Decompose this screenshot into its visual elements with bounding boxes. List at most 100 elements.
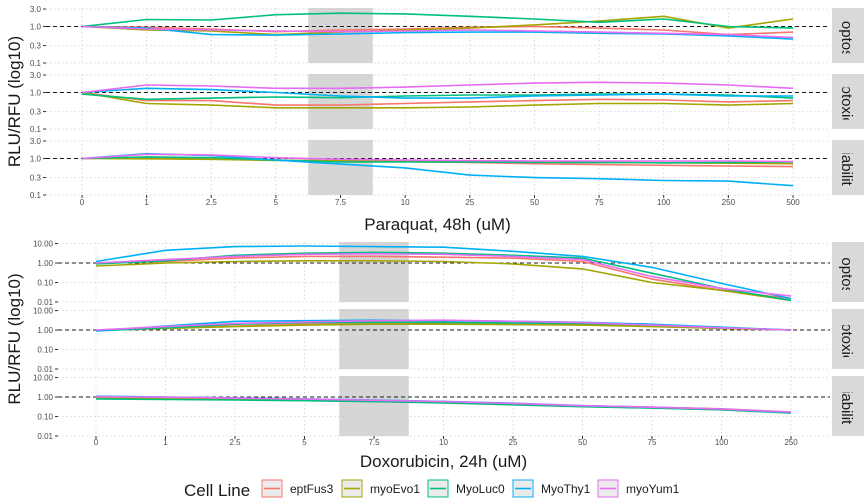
x-tick-label: 250: [784, 438, 798, 447]
y-axis-title: RLU/RFU (log10): [5, 273, 24, 404]
y-tick-label: 10.00: [33, 307, 54, 316]
x-tick-label: 2.5: [229, 438, 241, 447]
series-line-myoyum1: [81, 25, 794, 39]
x-tick-label: 7.5: [335, 198, 347, 207]
strip-label: Viability: [838, 380, 855, 432]
y-tick-label: 10.00: [33, 374, 54, 383]
x-axis-title: Doxorubicin, 24h (uM): [360, 452, 527, 471]
y-tick-label: 0.1: [30, 59, 42, 68]
series-line-myoyum1: [95, 319, 792, 331]
x-tick-label: 100: [657, 198, 671, 207]
legend-label: myoYum1: [626, 482, 680, 496]
panel-apoptosis: 0.1 0.3 1.0 3.0 Apoptosis: [30, 3, 864, 69]
series-line-myothy1: [95, 245, 792, 300]
strip-label: Cytotoxicity: [838, 301, 855, 378]
series-line-myoluc0: [81, 12, 794, 29]
legend-label: MyoThy1: [541, 482, 591, 496]
x-tick-label: 0: [94, 438, 99, 447]
y-tick-label: 0.01: [37, 298, 53, 307]
y-tick-label: 0.10: [37, 413, 53, 422]
legend-entry-myoevo1: myoEvo1: [341, 479, 420, 498]
y-tick-label: 0.1: [30, 191, 42, 200]
y-tick-label: 0.3: [30, 42, 42, 51]
series-line-myoevo1: [95, 259, 792, 302]
series-line-myoluc0: [81, 156, 794, 164]
y-tick-label: 0.10: [37, 279, 53, 288]
strip-background: [832, 74, 864, 129]
panel-viability: 0.1 0.3 1.0 3.0 Viability: [30, 137, 864, 200]
y-tick-label: 3.0: [30, 5, 42, 14]
legend-label: eptFus3: [290, 482, 334, 496]
y-tick-label: 0.10: [37, 346, 53, 355]
strip-label: Cytotoxicity: [838, 63, 855, 140]
series-line-myoluc0: [95, 398, 792, 414]
shaded-band: [339, 376, 409, 436]
x-tick-label: 250: [722, 198, 736, 207]
y-tick-label: 0.01: [37, 432, 53, 441]
strip-label: Apoptosis: [838, 239, 855, 305]
series-line-myoyum1: [81, 81, 794, 94]
legend-label: MyoLuc0: [456, 482, 505, 496]
x-tick-label: 2.5: [206, 198, 218, 207]
strip-background: [832, 140, 864, 195]
strip-background: [832, 309, 864, 369]
series-line-myothy1: [81, 87, 793, 99]
legend-label: myoEvo1: [370, 482, 420, 496]
y-tick-label: 0.01: [37, 365, 53, 374]
y-tick-label: 1.0: [30, 154, 42, 163]
y-tick-label: 1.00: [37, 326, 53, 335]
paraquat-figure: 0.1 0.3 1.0 3.0 Apoptosis 0.1 0.3 1.0 3.0 Cytotox…: [5, 3, 864, 234]
shaded-band: [308, 74, 373, 129]
series-line-myoevo1: [95, 323, 792, 332]
panel-cytotoxicity: 0.1 0.3 1.0 3.0 Cytotoxicity: [30, 63, 864, 140]
strip-background: [832, 8, 864, 63]
shaded-band: [308, 8, 373, 63]
legend-entry-myoyum1: myoYum1: [597, 479, 680, 498]
y-tick-label: 1.00: [37, 393, 53, 402]
x-tick-label: 50: [530, 198, 539, 207]
panel-viability: 0.01 0.10 1.00 10.00 Viability: [33, 374, 864, 441]
x-tick-label: 5: [302, 438, 307, 447]
shaded-band: [339, 242, 409, 302]
x-tick-label: 25: [465, 198, 474, 207]
shaded-band: [339, 309, 409, 369]
strip-label: Apoptosis: [838, 3, 855, 69]
y-tick-label: 3.0: [30, 71, 42, 80]
series-line-eptfus3: [81, 91, 794, 106]
x-tick-label: 5: [274, 198, 279, 207]
series-line-eptfus3: [95, 255, 792, 300]
series-line-myoyum1: [95, 395, 792, 413]
x-tick-label: 10: [401, 198, 410, 207]
x-tick-label: 7.5: [368, 438, 380, 447]
legend-entry-myothy1: MyoThy1: [512, 479, 591, 498]
x-tick-label: 50: [578, 438, 587, 447]
legend-entry-eptfus3: eptFus3: [261, 479, 334, 498]
legend: Cell Line eptFus3 myoEvo1 MyoLuc0 MyoThy1 myo…: [184, 479, 680, 500]
series-line-myoevo1: [81, 15, 794, 36]
y-tick-label: 1.00: [37, 259, 53, 268]
legend-entry-myoluc0: MyoLuc0: [427, 479, 505, 498]
y-tick-label: 3.0: [30, 137, 42, 146]
series-line-myoevo1: [81, 91, 794, 109]
y-tick-label: 10.00: [33, 240, 54, 249]
x-tick-label: 75: [595, 198, 604, 207]
x-tick-label: 10: [439, 438, 448, 447]
y-tick-label: 1.0: [30, 22, 42, 31]
x-axis-title: Paraquat, 48h (uM): [364, 215, 510, 234]
strip-label: Viability: [838, 142, 855, 194]
series-line-myoyum1: [81, 153, 794, 163]
y-tick-label: 0.3: [30, 108, 42, 117]
y-tick-label: 1.0: [30, 88, 42, 97]
x-tick-label: 500: [786, 198, 800, 207]
x-tick-label: 100: [715, 438, 729, 447]
legend-title: Cell Line: [184, 481, 250, 500]
panel-apoptosis: 0.01 0.10 1.00 10.00 Apoptosis: [33, 239, 864, 307]
strip-background: [832, 242, 864, 302]
shaded-band: [308, 140, 373, 195]
series-line-eptfus3: [81, 25, 794, 36]
x-tick-label: 0: [80, 198, 85, 207]
y-tick-label: 0.1: [30, 125, 42, 134]
x-tick-label: 1: [163, 438, 168, 447]
